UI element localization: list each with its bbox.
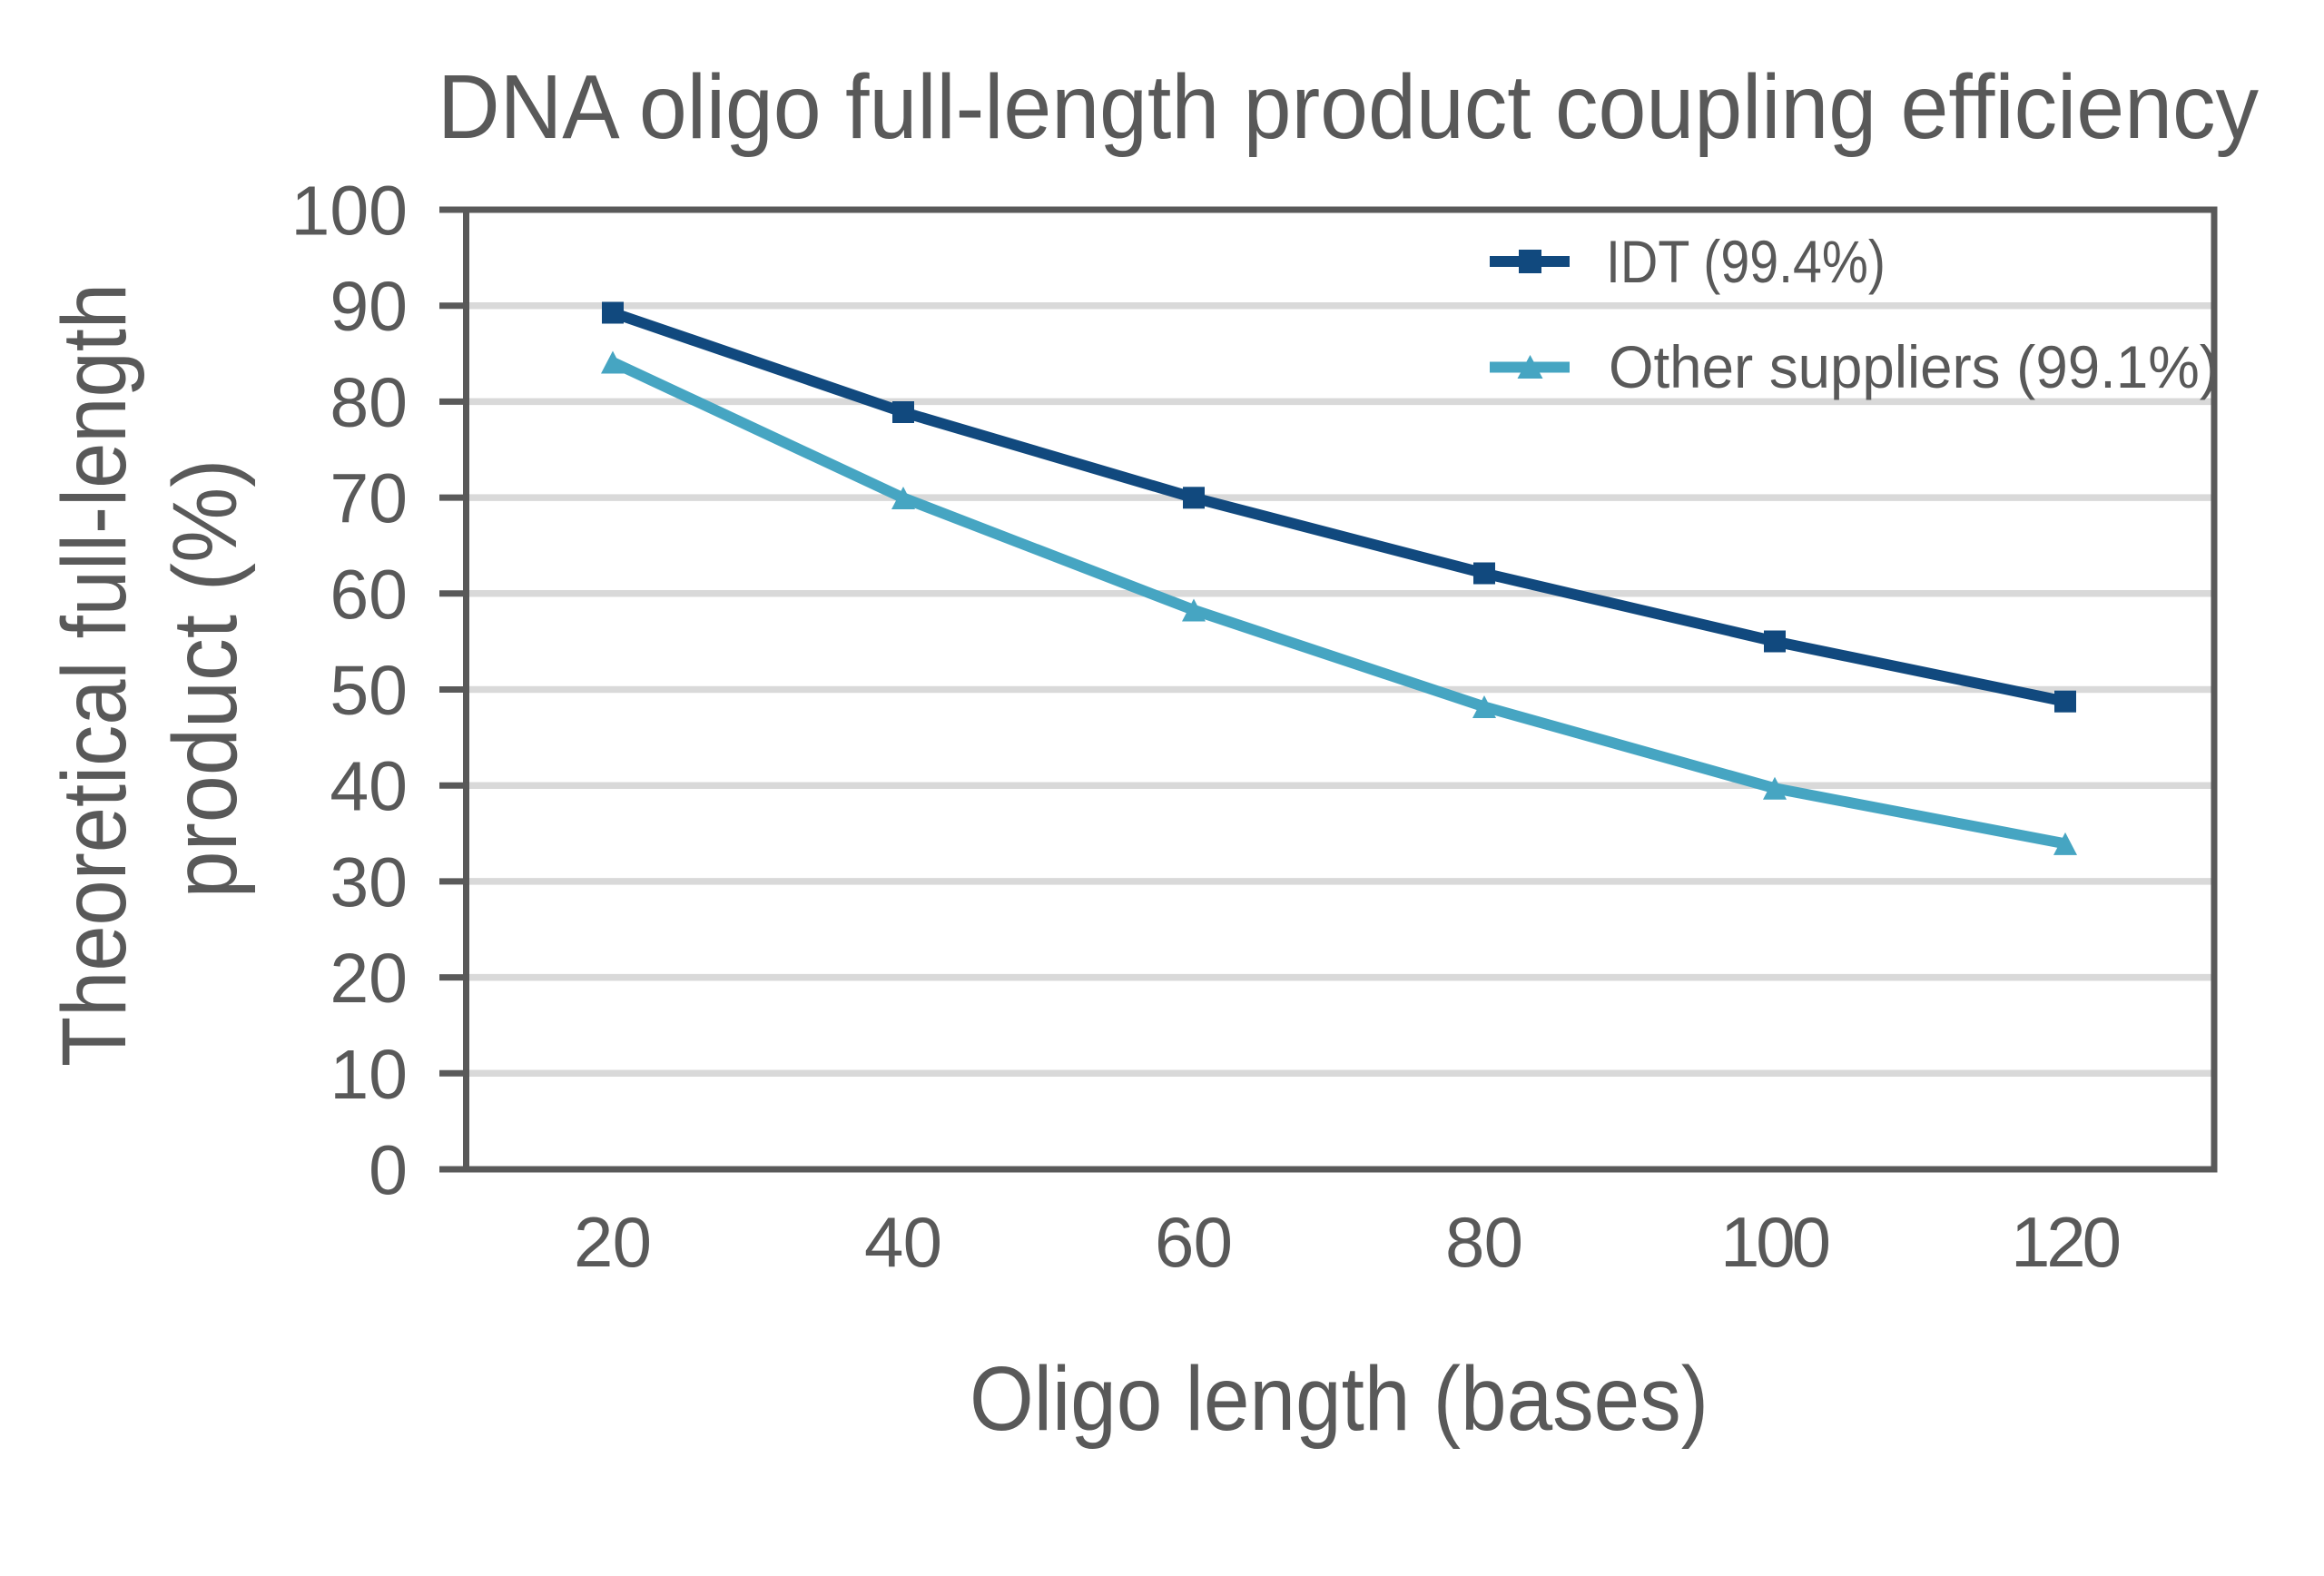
svg-text:90: 90 [330,268,408,346]
svg-text:100: 100 [1720,1202,1831,1282]
svg-text:IDT (99.4%): IDT (99.4%) [1606,228,1886,295]
svg-text:0: 0 [369,1132,408,1210]
svg-text:80: 80 [330,364,408,442]
svg-text:Other suppliers (99.1%): Other suppliers (99.1%) [1609,333,2219,400]
svg-text:80: 80 [1445,1202,1523,1282]
svg-text:60: 60 [1155,1202,1233,1282]
svg-text:100: 100 [291,172,408,251]
svg-text:DNA oligo full-length product: DNA oligo full-length product coupling e… [438,56,2259,158]
svg-text:120: 120 [2011,1202,2122,1282]
svg-text:40: 40 [330,748,408,826]
svg-text:40: 40 [864,1202,942,1282]
svg-text:20: 20 [574,1202,652,1282]
svg-text:product (%): product (%) [154,459,256,899]
svg-text:50: 50 [330,652,408,730]
svg-text:70: 70 [330,460,408,538]
svg-text:Oligo length (bases): Oligo length (bases) [970,1348,1709,1450]
svg-text:60: 60 [330,556,408,634]
svg-text:10: 10 [330,1036,408,1114]
svg-text:30: 30 [330,843,408,921]
svg-text:20: 20 [330,940,408,1018]
svg-text:Theoretical full-length: Theoretical full-length [44,283,145,1067]
